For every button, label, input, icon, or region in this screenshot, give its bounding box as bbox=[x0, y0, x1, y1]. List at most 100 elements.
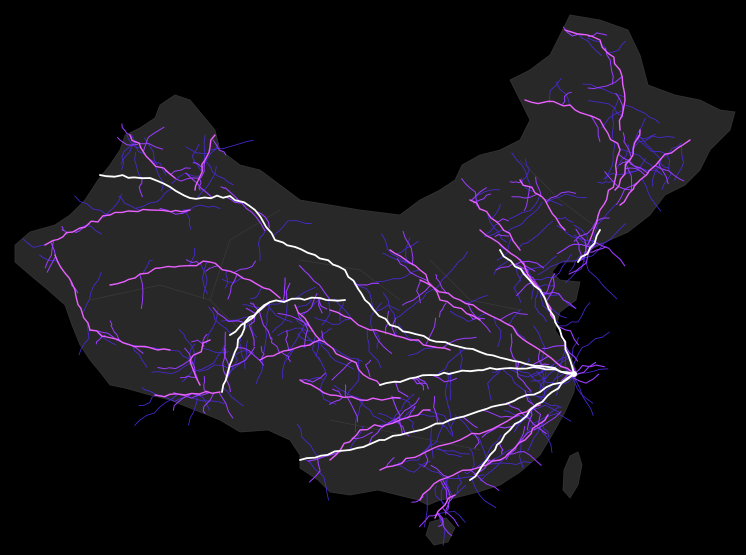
flow-route-faint bbox=[485, 222, 501, 235]
flow-route-trunk bbox=[499, 249, 575, 375]
flow-route-faint bbox=[438, 511, 466, 523]
flow-route-faint bbox=[611, 97, 620, 139]
flow-route-faint bbox=[487, 214, 508, 243]
flow-route-faint bbox=[188, 393, 198, 426]
flow-route-minor bbox=[351, 431, 373, 440]
flow-route-faint bbox=[623, 158, 646, 173]
flow-route-minor bbox=[494, 234, 510, 238]
flow-route-faint bbox=[603, 172, 624, 180]
flow-route-minor bbox=[442, 507, 459, 527]
flow-route-faint bbox=[238, 339, 246, 369]
flow-route-faint bbox=[556, 368, 609, 389]
flow-route-minor bbox=[593, 240, 626, 267]
flow-route-minor bbox=[441, 478, 451, 515]
flow-route-faint bbox=[513, 269, 528, 303]
flow-route-minor bbox=[583, 239, 591, 256]
flow-route-faint bbox=[135, 188, 172, 209]
flow-route-faint bbox=[449, 372, 452, 401]
flow-route-minor bbox=[473, 193, 491, 204]
flow-route-faint bbox=[225, 269, 228, 289]
flow-route-faint bbox=[577, 33, 602, 57]
flow-route-trunk bbox=[299, 373, 575, 461]
flow-route-minor bbox=[198, 177, 202, 191]
flow-route-minor bbox=[514, 260, 545, 269]
boundary-line bbox=[89, 284, 241, 331]
flow-route-minor bbox=[220, 186, 241, 202]
flow-route-faint bbox=[435, 448, 471, 455]
flow-route-faint bbox=[220, 316, 253, 322]
boundary-line bbox=[329, 419, 481, 451]
flow-route-faint bbox=[542, 420, 549, 438]
boundary-line bbox=[519, 159, 601, 231]
flow-route-minor bbox=[416, 376, 429, 390]
flow-route-minor bbox=[226, 196, 244, 204]
flow-route-faint bbox=[511, 152, 532, 190]
flow-route-minor bbox=[318, 297, 323, 314]
flow-route-minor bbox=[391, 395, 404, 435]
flow-route-major bbox=[299, 379, 401, 401]
flow-route-minor bbox=[575, 239, 582, 260]
flow-route-faint bbox=[142, 259, 153, 275]
flow-route-minor bbox=[575, 228, 587, 254]
flow-route-major bbox=[499, 414, 549, 461]
flow-route-faint bbox=[512, 410, 533, 428]
flow-route-minor bbox=[344, 384, 347, 399]
flow-route-faint bbox=[345, 357, 360, 399]
flow-route-minor bbox=[587, 76, 622, 90]
flow-route-faint bbox=[536, 370, 558, 384]
flow-route-minor bbox=[540, 291, 577, 310]
flow-route-faint bbox=[312, 333, 321, 362]
flow-route-minor bbox=[524, 187, 531, 211]
flow-route-minor bbox=[70, 282, 79, 294]
flow-route-trunk bbox=[221, 301, 271, 393]
flow-route-faint bbox=[154, 162, 164, 192]
flow-route-faint bbox=[282, 348, 295, 379]
flow-route-minor bbox=[212, 139, 227, 156]
flow-route-faint bbox=[370, 302, 383, 332]
flow-route-faint bbox=[328, 345, 363, 362]
flow-route-faint bbox=[557, 302, 591, 327]
flow-route-faint bbox=[451, 485, 466, 499]
flow-route-faint bbox=[405, 417, 416, 434]
flow-route-faint bbox=[74, 195, 112, 216]
flow-route-minor bbox=[385, 457, 395, 469]
flow-route-faint bbox=[296, 423, 319, 457]
flow-route-faint bbox=[263, 302, 270, 353]
flow-route-faint bbox=[250, 286, 263, 299]
flow-route-faint bbox=[382, 292, 397, 337]
flow-route-faint bbox=[395, 240, 419, 255]
flow-route-minor bbox=[545, 191, 577, 203]
flow-route-minor bbox=[354, 282, 380, 286]
flow-route-minor bbox=[391, 318, 397, 337]
provincial-boundaries bbox=[89, 159, 601, 451]
flow-route-minor bbox=[590, 114, 601, 142]
flow-route-faint bbox=[591, 203, 617, 246]
flow-route-faint bbox=[321, 298, 331, 326]
flow-route-faint bbox=[572, 374, 594, 416]
flow-route-faint bbox=[581, 257, 618, 300]
flow-route-minor bbox=[109, 320, 120, 342]
flow-route-faint bbox=[378, 412, 406, 420]
flow-route-faint bbox=[462, 295, 488, 303]
flow-route-faint bbox=[82, 271, 102, 313]
flow-route-minor bbox=[347, 397, 358, 423]
flow-route-faint bbox=[272, 220, 312, 237]
flow-route-minor bbox=[506, 451, 542, 466]
flow-route-minor bbox=[526, 408, 533, 431]
taiwan-shape bbox=[562, 451, 583, 499]
flow-route-minor bbox=[495, 262, 528, 271]
flow-route-faint bbox=[196, 166, 217, 198]
flow-route-minor bbox=[394, 381, 409, 398]
flow-route-major bbox=[469, 199, 521, 251]
flow-route-faint bbox=[222, 387, 244, 407]
flow-route-minor bbox=[545, 277, 555, 303]
flow-route-faint bbox=[556, 217, 574, 223]
flow-route-faint bbox=[198, 364, 230, 372]
flow-route-faint bbox=[518, 220, 554, 249]
flow-route-faint bbox=[493, 259, 510, 275]
flow-route-faint bbox=[605, 140, 615, 181]
flow-route-minor bbox=[511, 193, 538, 199]
flow-route-major bbox=[434, 494, 456, 519]
flow-route-minor bbox=[277, 312, 313, 330]
flow-route-faint bbox=[185, 146, 208, 154]
